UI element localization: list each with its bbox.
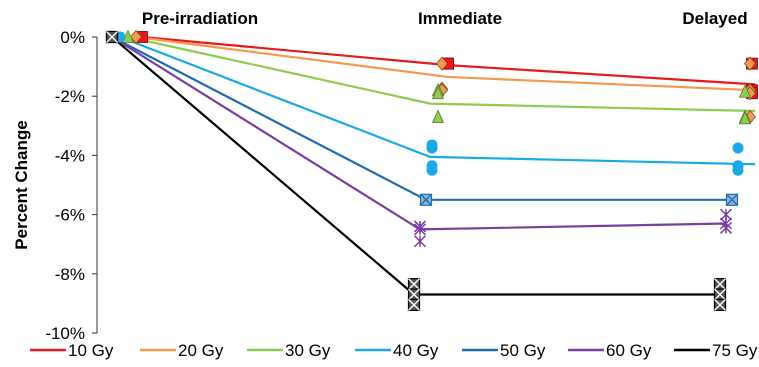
legend-label: 40 Gy	[393, 341, 439, 360]
category-label: Delayed	[682, 9, 747, 28]
series-line	[135, 35, 756, 92]
data-point	[407, 288, 421, 301]
data-point	[435, 56, 449, 71]
data-point	[419, 193, 433, 206]
y-tick-label: -10%	[45, 324, 85, 343]
data-point	[732, 164, 744, 176]
legend-label: 75 Gy	[712, 341, 758, 360]
legend: 10 Gy 20 Gy 30 Gy 40 Gy 50 Gy 60 Gy 75 Gy	[30, 341, 758, 360]
legend-label: 50 Gy	[500, 341, 546, 360]
data-point	[713, 288, 727, 301]
y-tick-label: -8%	[55, 265, 85, 284]
labels-layer: 0% -2% -4% -6% -8% -10% Percent Change Pre-irra…	[12, 9, 748, 343]
category-label: Immediate	[418, 9, 502, 28]
series-line	[119, 35, 756, 166]
legend-entry: 30 Gy	[247, 341, 331, 360]
legend-entry: 10 Gy	[30, 341, 114, 360]
data-points	[105, 29, 758, 311]
data-point	[407, 278, 421, 291]
data-point	[719, 221, 733, 234]
y-tick-label: -2%	[55, 87, 85, 106]
legend-label: 60 Gy	[606, 341, 652, 360]
legend-entry: 40 Gy	[355, 341, 439, 360]
data-point	[407, 298, 421, 311]
data-point	[431, 85, 445, 100]
data-point	[426, 142, 438, 154]
axis-layer	[92, 36, 98, 334]
y-tick-label: -6%	[55, 206, 85, 225]
data-point	[743, 56, 757, 71]
legend-entry: 60 Gy	[568, 341, 652, 360]
data-point	[105, 30, 119, 44]
data-point	[713, 278, 727, 291]
series-line	[127, 35, 756, 113]
data-point	[732, 142, 744, 154]
legend-entry: 20 Gy	[140, 341, 224, 360]
y-tick-label: 0%	[60, 28, 85, 47]
data-point	[413, 223, 427, 236]
data-point	[725, 193, 739, 206]
data-point	[738, 84, 752, 98]
legend-entry: 50 Gy	[462, 341, 546, 360]
data-point	[129, 29, 143, 45]
y-tick-label: -4%	[55, 146, 85, 165]
legend-label: 20 Gy	[178, 341, 224, 360]
legend-label: 30 Gy	[285, 341, 331, 360]
legend-label: 10 Gy	[68, 341, 114, 360]
data-point	[426, 164, 438, 176]
category-label: Pre-irradiation	[142, 9, 258, 28]
data-point	[431, 109, 445, 123]
data-point	[738, 110, 752, 125]
data-point	[713, 298, 727, 311]
legend-entry: 75 Gy	[674, 341, 758, 360]
series-line	[111, 36, 732, 201]
y-axis-title: Percent Change	[12, 120, 31, 249]
data-point	[413, 235, 427, 248]
